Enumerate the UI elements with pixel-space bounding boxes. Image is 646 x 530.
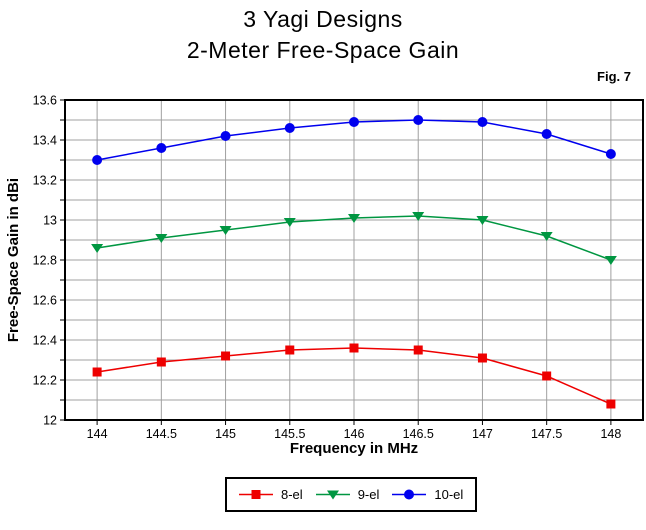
svg-text:146: 146 bbox=[344, 427, 365, 441]
legend-label-8el: 8-el bbox=[281, 487, 303, 502]
legend: 8-el 9-el 10-el bbox=[225, 477, 478, 512]
svg-text:13.6: 13.6 bbox=[33, 94, 57, 108]
legend-marker-circle-icon bbox=[392, 489, 427, 500]
svg-text:146.5: 146.5 bbox=[403, 427, 434, 441]
svg-text:147.5: 147.5 bbox=[531, 427, 562, 441]
svg-text:147: 147 bbox=[472, 427, 493, 441]
svg-text:12.2: 12.2 bbox=[33, 374, 57, 388]
svg-text:12.8: 12.8 bbox=[33, 254, 57, 268]
svg-text:145: 145 bbox=[215, 427, 236, 441]
svg-text:13.2: 13.2 bbox=[33, 174, 57, 188]
figure-number-label: Fig. 7 bbox=[597, 69, 631, 84]
legend-marker-triangle-icon bbox=[315, 490, 350, 500]
svg-text:144: 144 bbox=[87, 427, 108, 441]
chart-title: 3 Yagi Designs bbox=[243, 6, 403, 32]
svg-text:12: 12 bbox=[43, 414, 57, 428]
legend-item-9el: 9-el bbox=[315, 487, 380, 502]
legend-label-10el: 10-el bbox=[434, 487, 464, 502]
legend-item-8el: 8-el bbox=[239, 487, 303, 502]
x-axis-title: Frequency in MHz bbox=[289, 440, 419, 457]
legend-item-10el: 10-el bbox=[392, 487, 463, 502]
svg-text:145.5: 145.5 bbox=[274, 427, 305, 441]
y-axis-title: Free-Space Gain in dBi bbox=[5, 177, 22, 343]
plot-area: 144 144.5 145 145.5 146 146.5 147 147.5 148 12 12.… bbox=[33, 94, 644, 441]
svg-text:148: 148 bbox=[600, 427, 621, 441]
svg-text:13.4: 13.4 bbox=[33, 134, 57, 148]
svg-text:12.4: 12.4 bbox=[33, 334, 57, 348]
legend-label-9el: 9-el bbox=[357, 487, 380, 502]
svg-text:13: 13 bbox=[43, 214, 57, 228]
svg-text:12.6: 12.6 bbox=[33, 294, 57, 308]
chart-subtitle: 2-Meter Free-Space Gain bbox=[186, 37, 460, 63]
svg-text:144.5: 144.5 bbox=[146, 427, 177, 441]
legend-marker-square-icon bbox=[239, 490, 273, 499]
